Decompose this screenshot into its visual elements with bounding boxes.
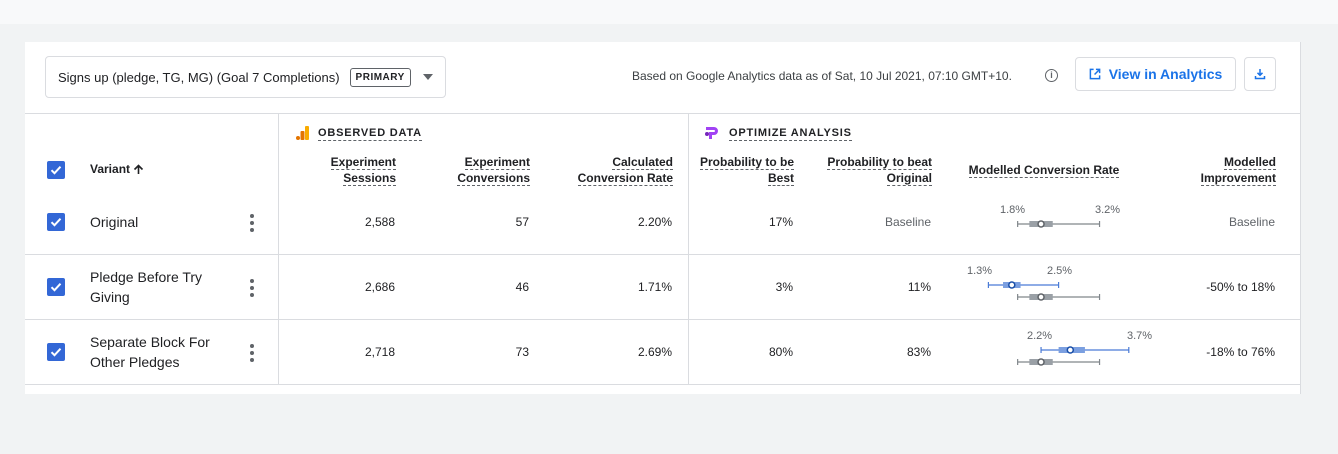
rate-header-line2: Conversion Rate bbox=[577, 171, 673, 186]
ci-box-baseline bbox=[1017, 358, 1101, 366]
variant-name: Pledge Before Try Giving bbox=[90, 267, 202, 307]
primary-badge: PRIMARY bbox=[349, 67, 411, 87]
top-strip bbox=[0, 0, 1338, 24]
analytics-logo-icon bbox=[296, 126, 309, 140]
sessions-header[interactable]: Experiment Sessions bbox=[295, 154, 396, 186]
prob-beat-header[interactable]: Probability to beat Original bbox=[812, 154, 932, 186]
observed-data-title: OBSERVED DATA bbox=[318, 127, 422, 141]
conversions-header-line1: Experiment bbox=[464, 155, 530, 170]
ci-high-label: 2.5% bbox=[1047, 265, 1073, 277]
optimize-analysis-title: OPTIMIZE ANALYSIS bbox=[729, 127, 852, 141]
caret-down-icon[interactable] bbox=[423, 74, 433, 80]
conversion-rate-cell: 2.20% bbox=[637, 215, 672, 229]
ci-box-variant bbox=[987, 281, 1060, 289]
sessions-header-line2: Sessions bbox=[343, 171, 396, 186]
variant-name-line: Pledge Before Try bbox=[90, 269, 203, 285]
goal-select[interactable]: Signs up (pledge, TG, MG) (Goal 7 Comple… bbox=[45, 56, 446, 98]
ci-plot-variant-1 bbox=[987, 281, 1101, 301]
improvement-cell: -50% to 18% bbox=[1206, 280, 1275, 294]
variant-name-line: Original bbox=[90, 214, 139, 230]
prob-beat-header-line2: Original bbox=[886, 171, 932, 186]
download-icon bbox=[1254, 69, 1266, 80]
conversion-rate-cell: 1.71% bbox=[637, 280, 672, 294]
variant-name-line: Other Pledges bbox=[90, 354, 180, 370]
variant-name-line: Separate Block For bbox=[90, 334, 210, 350]
prob-best-cell: 80% bbox=[768, 345, 793, 359]
prob-best-cell: 17% bbox=[768, 215, 793, 229]
improvement-header-line2: Improvement bbox=[1200, 171, 1276, 186]
column-divider bbox=[278, 113, 279, 384]
prob-best-cell: 3% bbox=[775, 280, 793, 294]
data-freshness-note: Based on Google Analytics data as of Sat… bbox=[632, 69, 1012, 83]
conversion-rate-header[interactable]: Calculated Conversion Rate bbox=[552, 154, 673, 186]
arrow-up-icon bbox=[133, 163, 144, 174]
conversions-cell: 73 bbox=[515, 345, 529, 359]
variant-checkbox[interactable] bbox=[47, 343, 65, 361]
row-divider bbox=[25, 319, 1301, 320]
more-vert-icon[interactable] bbox=[250, 279, 254, 300]
optimize-logo-icon bbox=[705, 127, 718, 139]
ci-high-label: 3.7% bbox=[1127, 330, 1153, 342]
ci-low-label: 2.2% bbox=[1027, 330, 1053, 342]
ci-plot-variant-2 bbox=[1017, 346, 1130, 366]
prob-beat-header-line1: Probability to beat bbox=[827, 155, 932, 170]
more-vert-icon[interactable] bbox=[250, 214, 254, 235]
ci-box-baseline bbox=[1017, 293, 1101, 301]
variant-name-line: Giving bbox=[90, 289, 130, 305]
conversions-header-line2: Conversions bbox=[457, 171, 530, 186]
sessions-cell: 2,686 bbox=[364, 280, 395, 294]
ci-plot-original bbox=[1017, 220, 1101, 228]
goal-label: Signs up (pledge, TG, MG) (Goal 7 Comple… bbox=[58, 69, 340, 85]
select-all-checkbox[interactable] bbox=[47, 161, 65, 179]
prob-beat-cell: 83% bbox=[906, 345, 931, 359]
ci-median-point bbox=[1008, 281, 1016, 289]
row-divider bbox=[25, 384, 1301, 385]
experiment-report-card: Signs up (pledge, TG, MG) (Goal 7 Comple… bbox=[25, 42, 1301, 394]
prob-best-header-line2: Best bbox=[767, 171, 794, 186]
ci-low-label: 1.8% bbox=[1000, 204, 1026, 216]
more-vert-icon[interactable] bbox=[250, 344, 254, 365]
ci-box-variant bbox=[1040, 346, 1130, 354]
conversion-rate-cell: 2.69% bbox=[637, 345, 672, 359]
variant-name: Separate Block For Other Pledges bbox=[90, 332, 210, 372]
improvement-cell: -18% to 76% bbox=[1206, 345, 1275, 359]
sessions-header-line1: Experiment bbox=[330, 155, 396, 170]
conversions-header[interactable]: Experiment Conversions bbox=[429, 154, 530, 186]
sessions-cell: 2,588 bbox=[364, 215, 395, 229]
row-divider bbox=[25, 254, 1301, 255]
variant-header-label: Variant bbox=[90, 162, 131, 176]
view-in-analytics-button[interactable]: View in Analytics bbox=[1075, 57, 1236, 91]
rate-header-line1: Calculated bbox=[612, 155, 673, 170]
variant-name: Original bbox=[90, 212, 138, 232]
open-external-icon bbox=[1089, 68, 1101, 80]
variant-column-header[interactable]: Variant bbox=[90, 162, 144, 176]
modelled-rate-header[interactable]: Modelled Conversion Rate bbox=[965, 162, 1123, 178]
conversions-cell: 57 bbox=[515, 215, 529, 229]
ci-median-point bbox=[1066, 346, 1075, 354]
ci-low-label: 1.3% bbox=[967, 265, 993, 277]
conversions-cell: 46 bbox=[515, 280, 529, 294]
ci-median-point bbox=[1037, 293, 1045, 301]
ci-box-baseline bbox=[1017, 220, 1101, 228]
variant-checkbox[interactable] bbox=[47, 213, 65, 231]
improvement-cell: Baseline bbox=[1228, 215, 1275, 229]
modelled-rate-header-label: Modelled Conversion Rate bbox=[968, 163, 1120, 178]
prob-best-header[interactable]: Probability to be Best bbox=[694, 154, 794, 186]
prob-beat-cell: Baseline bbox=[884, 215, 931, 229]
improvement-header[interactable]: Modelled Improvement bbox=[1175, 154, 1276, 186]
prob-best-header-line1: Probability to be bbox=[699, 155, 794, 170]
ci-median-point bbox=[1037, 358, 1045, 366]
improvement-header-line1: Modelled bbox=[1223, 155, 1276, 170]
view-in-analytics-label: View in Analytics bbox=[1108, 66, 1223, 82]
header-divider bbox=[25, 113, 1301, 114]
ci-high-label: 3.2% bbox=[1095, 204, 1121, 216]
column-divider bbox=[688, 113, 689, 384]
download-button[interactable] bbox=[1244, 57, 1276, 91]
info-icon[interactable]: i bbox=[1045, 69, 1058, 82]
sessions-cell: 2,718 bbox=[364, 345, 395, 359]
ci-median-point bbox=[1037, 220, 1045, 228]
variant-checkbox[interactable] bbox=[47, 278, 65, 296]
prob-beat-cell: 11% bbox=[907, 280, 931, 294]
